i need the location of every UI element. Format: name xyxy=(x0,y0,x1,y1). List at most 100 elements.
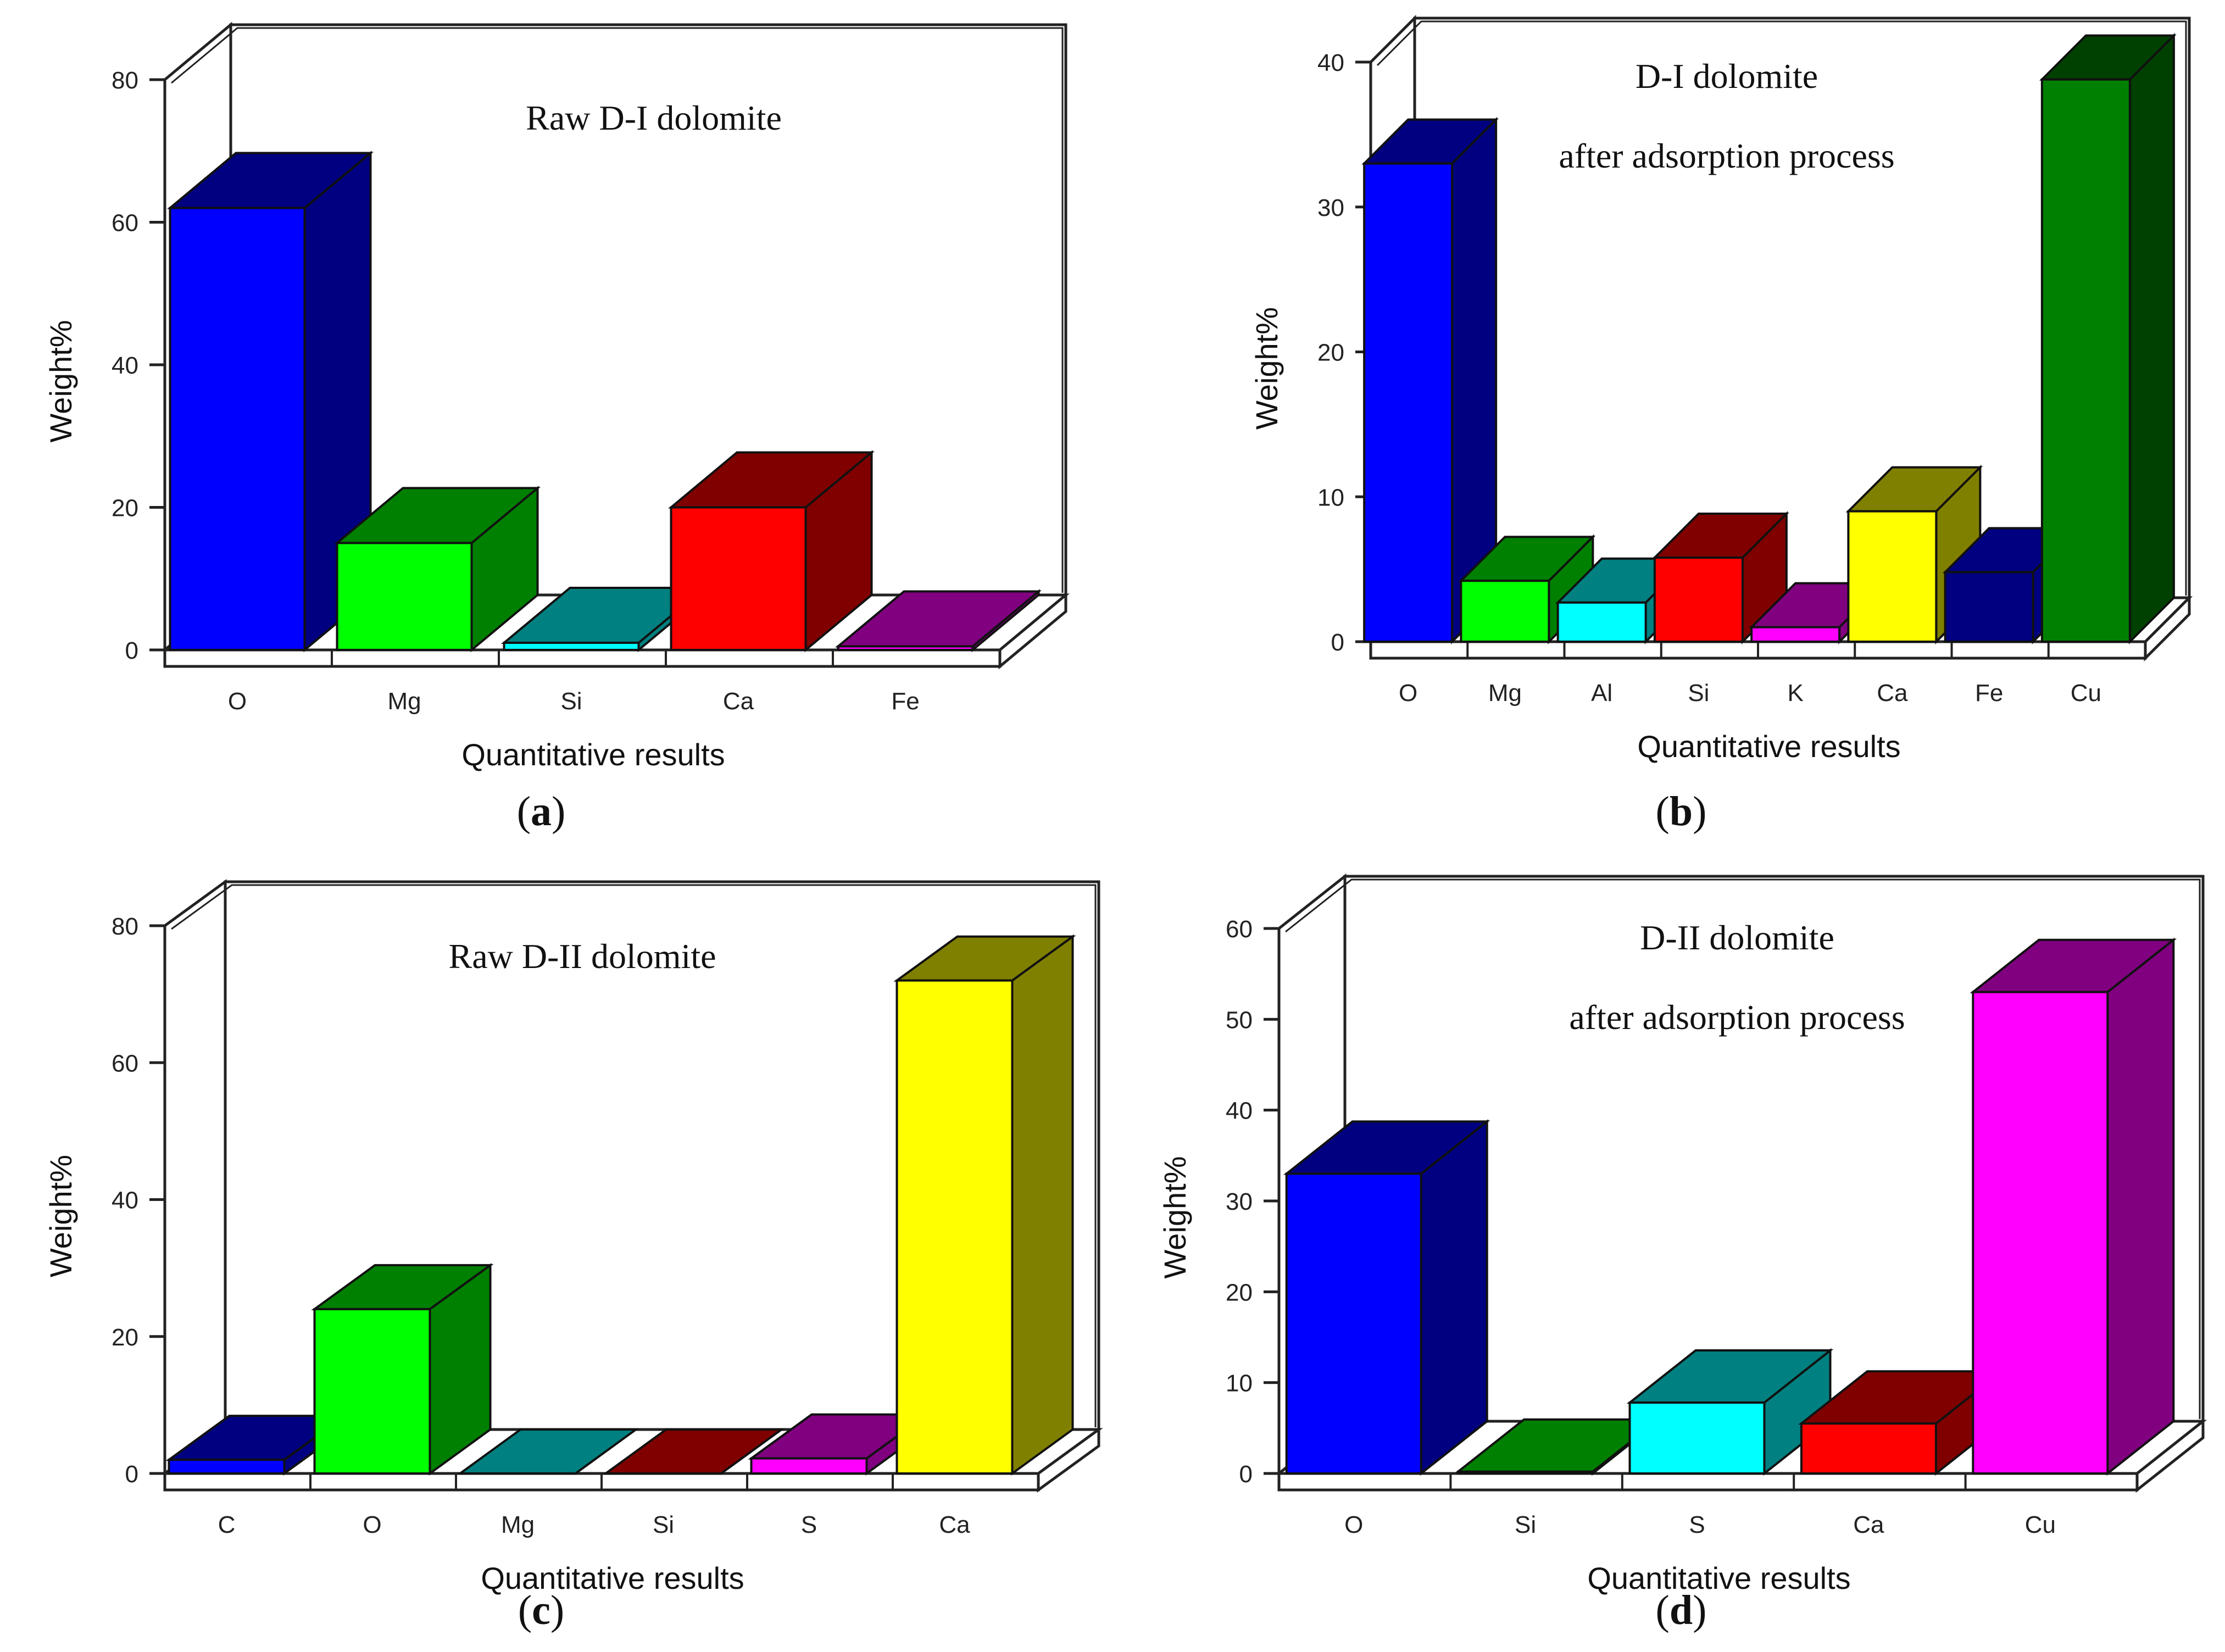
x-tick-label: O xyxy=(1344,1511,1363,1538)
x-tick-label: Mg xyxy=(1488,680,1522,707)
x-axis-label: Quantitative results xyxy=(1637,729,1900,764)
y-tick-label: 40 xyxy=(112,1187,138,1214)
chart-panel-d: 0 10 20 30 40 50 60 O Si S Ca Cu Quantitative result… xyxy=(1158,873,2207,1633)
bar-front xyxy=(895,979,1014,1475)
bar-Ca xyxy=(668,450,875,653)
bar-side xyxy=(2106,937,2175,1476)
chart-title: after adsorption process xyxy=(1559,136,1894,175)
chart-panel-c: 0 20 40 60 80 C O Mg Si S Ca Quantitative results We… xyxy=(43,879,1103,1633)
bar-front xyxy=(1653,557,1744,643)
y-tick-label: 60 xyxy=(1226,916,1253,943)
bar-front xyxy=(1750,626,1841,643)
x-axis-label: Quantitative results xyxy=(461,737,725,772)
bar-side xyxy=(1420,1119,1488,1476)
bar-Ca xyxy=(893,934,1076,1476)
bar-Si xyxy=(1652,511,1789,644)
bar-S xyxy=(1626,1348,1834,1476)
x-tick-label: Cu xyxy=(2025,1511,2056,1538)
bar-side xyxy=(1011,934,1074,1476)
x-tick-label: Fe xyxy=(891,688,919,715)
bar-front xyxy=(169,207,306,651)
y-tick-label: 20 xyxy=(1226,1279,1253,1306)
wall-inner-edge xyxy=(1285,878,2201,1419)
y-tick-label: 40 xyxy=(1226,1098,1253,1125)
x-tick-label: Si xyxy=(653,1511,674,1538)
floor-edge xyxy=(1277,1472,2139,1492)
y-tick-label: 50 xyxy=(1226,1006,1253,1033)
x-tick-label: Ca xyxy=(939,1511,970,1538)
y-axis-label: Weight% xyxy=(43,1155,78,1277)
x-axis-label: Quantitative results xyxy=(1587,1561,1850,1595)
y-tick-label: 10 xyxy=(1226,1370,1253,1397)
bar-front xyxy=(670,506,807,651)
chart-title: Raw D-II dolomite xyxy=(449,937,716,976)
x-tick-label: Mg xyxy=(387,688,421,715)
chart-title: D-I dolomite xyxy=(1636,57,1818,96)
x-tick-label: K xyxy=(1787,680,1803,707)
side-wall xyxy=(163,879,227,1476)
y-tick-label: 0 xyxy=(125,1461,138,1488)
y-axis-label: Weight% xyxy=(1249,307,1284,430)
y-tick-label: 20 xyxy=(112,1324,138,1351)
chart-title: D-II dolomite xyxy=(1640,918,1834,957)
bar-front xyxy=(1847,510,1938,643)
bar-O xyxy=(1361,116,1499,644)
y-tick-label: 60 xyxy=(112,1050,138,1077)
chart-panel-b: 0 10 20 30 40 O Mg Al Si K Ca Fe Cu Quantitative resu… xyxy=(1249,14,2193,835)
y-tick-label: 80 xyxy=(112,913,138,940)
panel-caption: (d) xyxy=(1656,1587,1707,1633)
y-axis-label: Weight% xyxy=(1158,1156,1192,1278)
x-tick-label: Al xyxy=(1591,680,1612,707)
bar-front xyxy=(503,642,640,652)
panel-caption: (a) xyxy=(517,788,566,835)
y-axis-label: Weight% xyxy=(43,320,78,442)
bar-Cu xyxy=(1970,937,2177,1476)
chart-panel-a: 0 20 40 60 80 O Mg Si Ca Fe Quantitative results We… xyxy=(43,21,1070,835)
y-tick-label: 10 xyxy=(1317,484,1344,511)
bar-side xyxy=(2128,32,2175,644)
bar-front xyxy=(1800,1422,1937,1475)
x-tick-label: S xyxy=(801,1511,817,1538)
y-tick-label: 0 xyxy=(1331,629,1344,656)
x-tick-label: O xyxy=(1399,680,1417,707)
y-tick-label: 40 xyxy=(1317,49,1344,76)
y-tick-label: 30 xyxy=(1317,194,1344,221)
bar-front xyxy=(1457,1470,1594,1475)
x-tick-label: Ca xyxy=(1877,680,1908,707)
bar-O xyxy=(166,151,374,653)
x-tick-label: Si xyxy=(560,688,582,715)
x-tick-label: Si xyxy=(1515,1511,1536,1538)
chart-title: after adsorption process xyxy=(1569,998,1905,1037)
bar-Mg xyxy=(457,1428,639,1475)
bar-front xyxy=(459,1472,577,1475)
floor-edge-side xyxy=(998,592,1067,670)
x-tick-label: O xyxy=(363,1511,381,1538)
x-axis-label: Quantitative results xyxy=(481,1561,744,1595)
y-tick-label: 20 xyxy=(1317,340,1344,366)
x-tick-label: Si xyxy=(1688,680,1709,707)
y-tick-label: 20 xyxy=(112,495,138,522)
bar-front xyxy=(1628,1401,1766,1475)
wall-inner-edge xyxy=(171,27,1064,593)
y-tick-label: 80 xyxy=(112,67,138,94)
bar-front xyxy=(2040,78,2131,643)
bar-front xyxy=(1944,571,2034,643)
chart-title: Raw D-I dolomite xyxy=(526,98,782,137)
wall-inner-edge xyxy=(1376,20,2187,596)
bar-front xyxy=(1363,162,1454,643)
y-tick-label: 0 xyxy=(125,637,138,664)
bar-front xyxy=(1556,601,1647,643)
x-tick-label: Ca xyxy=(1853,1511,1884,1538)
panel-caption: (b) xyxy=(1656,788,1707,835)
bar-front xyxy=(1285,1172,1422,1475)
bar-Si xyxy=(602,1428,785,1475)
x-tick-label: Ca xyxy=(723,688,754,715)
y-tick-label: 0 xyxy=(1239,1461,1253,1488)
bar-O xyxy=(311,1262,494,1476)
y-tick-label: 40 xyxy=(112,352,138,379)
bar-Cu xyxy=(2039,32,2177,644)
bar-front xyxy=(313,1308,431,1475)
bar-front xyxy=(750,1457,868,1475)
bar-front xyxy=(336,542,473,651)
